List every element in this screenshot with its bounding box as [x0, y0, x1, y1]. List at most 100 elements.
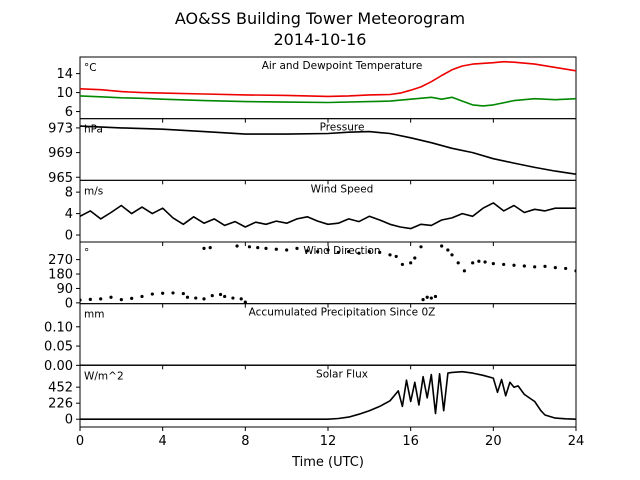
- panel-precipitation: 0.00 0.05 0.10 mm Accumulated Precipitation …: [44, 303, 577, 374]
- data-point: [119, 298, 123, 302]
- y-tick-label: 8: [65, 186, 73, 201]
- panel-title: Pressure: [320, 122, 365, 134]
- x-tick-label: 24: [568, 434, 585, 449]
- solar_flux-series-line-0: [80, 370, 576, 420]
- data-point: [462, 269, 466, 273]
- data-point: [440, 244, 444, 248]
- data-point: [99, 297, 103, 301]
- data-point: [491, 262, 495, 266]
- panel-title: Solar Flux: [316, 368, 368, 380]
- data-point: [295, 246, 299, 251]
- data-point: [109, 295, 113, 299]
- data-point: [208, 246, 212, 250]
- data-point: [421, 298, 425, 302]
- panel-unit-label: W/m^2: [84, 370, 124, 382]
- panel-title: Wind Speed: [311, 183, 374, 195]
- data-point: [218, 292, 223, 297]
- data-point: [433, 294, 438, 299]
- data-point: [413, 256, 417, 260]
- x-tick-label: 16: [402, 434, 419, 449]
- wind_speed-series-line-0: [80, 202, 576, 230]
- data-point: [243, 300, 247, 304]
- data-point: [512, 263, 516, 267]
- data-point: [194, 296, 198, 300]
- data-point: [247, 245, 252, 249]
- panel-unit-label: mm: [84, 309, 104, 321]
- data-point: [378, 250, 382, 255]
- data-point: [326, 248, 330, 252]
- data-point: [456, 261, 460, 265]
- data-point: [425, 295, 429, 299]
- pressure-series-line-0: [80, 125, 576, 175]
- y-tick-label: 10: [56, 86, 73, 101]
- data-point: [235, 244, 239, 248]
- y-tick-label: 973: [48, 121, 73, 136]
- data-point: [347, 250, 351, 254]
- data-point: [419, 245, 423, 249]
- data-point: [574, 269, 576, 273]
- data-point: [471, 261, 475, 265]
- panel-unit-label: m/s: [84, 185, 103, 197]
- data-point: [202, 297, 206, 301]
- panel-pressure: 965 969 973 hPa Pressure: [48, 118, 577, 186]
- y-tick-label: 0: [65, 413, 73, 428]
- data-point: [502, 262, 506, 267]
- x-axis: 0 4 8 12 16 20 24: [76, 434, 584, 449]
- y-tick-label: 270: [48, 253, 73, 268]
- y-tick-label: 0.00: [44, 359, 73, 374]
- y-tick-label: 0.10: [44, 320, 73, 335]
- data-point: [181, 291, 185, 296]
- data-point: [450, 253, 454, 257]
- x-tick-label: 20: [485, 434, 502, 449]
- data-point: [239, 297, 243, 301]
- data-point: [367, 250, 371, 254]
- y-tick-label: 6: [65, 105, 73, 120]
- data-point: [543, 264, 547, 268]
- panel-title: Accumulated Precipitation Since 0Z: [249, 307, 436, 319]
- data-point: [316, 250, 320, 254]
- data-point: [483, 260, 487, 264]
- data-point: [150, 292, 154, 296]
- y-tick-label: 965: [48, 171, 73, 186]
- data-point: [88, 297, 92, 301]
- x-tick-label: 12: [320, 434, 337, 449]
- data-point: [429, 296, 433, 300]
- x-tick-label: 4: [159, 434, 167, 449]
- x-tick-label: 8: [241, 434, 249, 449]
- data-point: [171, 291, 175, 295]
- figure-date: 2014-10-16: [274, 30, 367, 49]
- wind_direction-series-points: [80, 244, 576, 304]
- data-point: [305, 249, 309, 253]
- panel-unit-label: °: [84, 247, 89, 259]
- y-tick-label: 226: [48, 397, 73, 412]
- y-tick-label: 90: [56, 282, 73, 297]
- data-point: [231, 296, 235, 300]
- panel-title: Air and Dewpoint Temperature: [262, 60, 423, 72]
- data-point: [388, 253, 392, 257]
- data-point: [223, 294, 227, 299]
- data-point: [185, 295, 190, 299]
- panel-unit-label: hPa: [84, 124, 103, 136]
- x-tick-label: 0: [76, 434, 84, 449]
- y-tick-label: 0: [65, 229, 73, 244]
- temperature-series-line-0: [80, 60, 576, 98]
- y-tick-label: 14: [56, 67, 73, 82]
- data-point: [553, 266, 557, 270]
- data-point: [285, 248, 289, 252]
- panel-temperature: 6 10 14 °C Air and Dewpoint Temperature: [56, 56, 577, 123]
- x-axis-label: Time (UTC): [291, 455, 364, 470]
- y-tick-label: 4: [65, 207, 73, 222]
- data-point: [274, 247, 278, 251]
- data-point: [210, 294, 214, 298]
- y-tick-label: 969: [48, 146, 73, 161]
- temperature-series-line-1: [80, 95, 576, 107]
- data-point: [394, 254, 398, 259]
- data-point: [140, 294, 144, 299]
- y-tick-label: 0: [65, 296, 73, 311]
- data-point: [256, 246, 260, 250]
- y-tick-label: 0.05: [44, 340, 73, 355]
